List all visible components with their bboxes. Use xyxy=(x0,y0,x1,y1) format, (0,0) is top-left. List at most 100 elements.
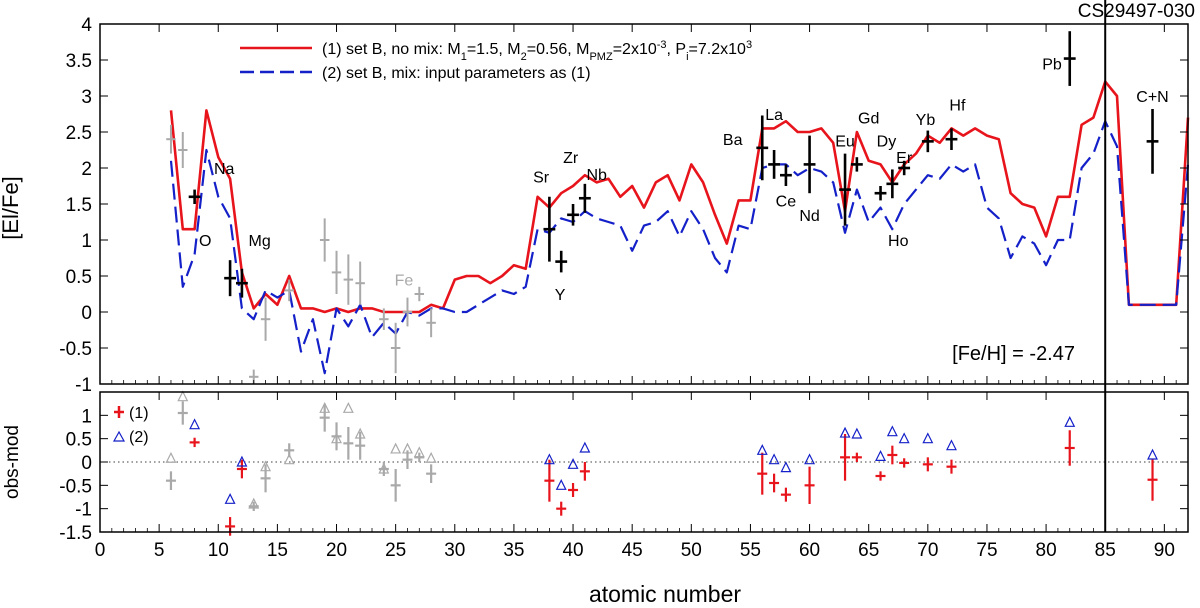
legend-1-sub-2: 2 xyxy=(521,51,527,63)
element-label: Ho xyxy=(888,233,909,250)
element-label: O xyxy=(199,233,211,250)
residual-2-triangle xyxy=(224,492,236,504)
legend-1-sup-minus3: -3 xyxy=(657,39,667,51)
top-y-tick-label: 1.5 xyxy=(66,195,92,216)
residual-2-triangle xyxy=(1064,415,1076,427)
top-y-tick-label: 0.5 xyxy=(66,267,92,288)
residual-2-triangle xyxy=(1147,448,1158,460)
top-legend: (1) set B, no mix: M1=1.5, M2=0.56, MPMZ… xyxy=(240,39,752,82)
residual-2-triangle xyxy=(378,462,390,474)
residuals-layer xyxy=(165,390,1158,536)
y-axis-title-bottom: obs-mod xyxy=(2,425,23,499)
residual-2-triangle xyxy=(260,460,272,472)
model-series-2-line xyxy=(169,120,1190,375)
top-y-tick-label: 2.5 xyxy=(66,123,92,144)
element-label: Sr xyxy=(533,170,550,187)
bottom-y-tick-label: 0 xyxy=(81,453,92,474)
residual-2-triangle xyxy=(236,455,248,467)
residual-2-triangle xyxy=(875,450,886,461)
y-axis-title-top: [El/Fe] xyxy=(0,176,23,240)
x-tick-label: 45 xyxy=(622,540,643,561)
bottom-y-tick-label: -0.5 xyxy=(59,476,92,497)
legend-1-pi-tail: , P xyxy=(667,41,687,58)
residual-2-triangle xyxy=(342,401,354,413)
x-tick-label: 40 xyxy=(562,540,583,561)
legend-1-pmz-tail: =2x10 xyxy=(613,41,657,58)
bottom-y-tick-label: -1 xyxy=(75,500,92,521)
legend-1-m1-tail: =1.5, M xyxy=(467,41,521,58)
x-tick-label: 25 xyxy=(385,540,406,561)
residual-2-triangle xyxy=(839,426,851,438)
x-tick-label: 10 xyxy=(208,540,229,561)
residual-2-triangle xyxy=(331,432,342,444)
bottom-legend: (1) (2) xyxy=(112,405,149,446)
residual-2-triangle xyxy=(189,418,201,430)
residual-2-triangle xyxy=(319,401,331,413)
x-tick-label: 60 xyxy=(799,540,820,561)
x-tick-label: 15 xyxy=(267,540,288,561)
x-tick-label: 50 xyxy=(681,540,702,561)
residual-2-triangle xyxy=(402,442,413,454)
top-y-tick-label: 4 xyxy=(81,15,92,36)
element-label: La xyxy=(765,107,783,124)
residual-2-triangle xyxy=(354,427,366,439)
element-label: Ce xyxy=(776,193,797,210)
residual-2-triangle xyxy=(543,453,555,465)
residual-2-triangle xyxy=(768,453,780,465)
model-series-1-line xyxy=(169,80,1190,314)
bottom-legend-label-2: (2) xyxy=(129,429,149,446)
x-tick-label: 65 xyxy=(858,540,879,561)
x-tick-label: 70 xyxy=(917,540,938,561)
x-tick-label: 80 xyxy=(1036,540,1057,561)
metallicity-label: [Fe/H] = -2.47 xyxy=(952,343,1075,365)
element-label: C+N xyxy=(1136,89,1168,106)
top-y-tick-label: 2 xyxy=(81,159,92,180)
element-label: Nb xyxy=(586,167,607,184)
top-y-tick-label: 1 xyxy=(81,231,92,252)
bottom-y-tick-label: -1.5 xyxy=(59,523,92,544)
residual-2-triangle xyxy=(804,453,816,465)
legend-1-sub-1: 1 xyxy=(461,51,467,63)
residual-2-triangle xyxy=(413,446,425,458)
residual-2-triangle xyxy=(165,451,177,463)
model-series-layer xyxy=(169,80,1190,375)
residual-2-triangle xyxy=(946,439,957,451)
x-tick-label: 90 xyxy=(1154,540,1175,561)
residual-2-triangle xyxy=(886,425,898,437)
element-label: Ba xyxy=(723,132,743,149)
residual-2-triangle xyxy=(555,478,567,490)
legend-1-sub-i: i xyxy=(686,51,688,63)
legend-1-m2-tail: =0.56, M xyxy=(527,41,590,58)
top-y-tick-label: 0 xyxy=(81,303,92,324)
element-label: Pb xyxy=(1042,57,1062,74)
x-tick-label: 85 xyxy=(1095,540,1116,561)
legend-1-sub-pmz: PMZ xyxy=(589,51,613,63)
element-label: Eu xyxy=(835,134,855,151)
legend-1-pi-value: =7.2x10 xyxy=(689,41,746,58)
bottom-legend-triangle xyxy=(112,430,126,442)
top-y-tick-label: -0.5 xyxy=(59,339,92,360)
residual-2-triangle xyxy=(177,390,189,402)
x-tick-label: 55 xyxy=(740,540,761,561)
legend-1-prefix: (1) set B, no mix: M xyxy=(322,41,461,58)
top-y-tick-label: 3 xyxy=(81,87,92,108)
x-tick-label: 0 xyxy=(95,540,106,561)
element-label: Fe xyxy=(395,273,414,290)
bottom-legend-label-1: (1) xyxy=(129,405,149,422)
x-tick-label: 20 xyxy=(326,540,347,561)
residual-2-triangle xyxy=(851,427,863,439)
element-label: Yb xyxy=(916,112,936,129)
element-label: Zr xyxy=(563,150,579,167)
x-tick-label: 75 xyxy=(976,540,997,561)
bottom-y-tick-label: 0.5 xyxy=(66,430,92,451)
x-tick-label: 30 xyxy=(444,540,465,561)
residual-2-triangle xyxy=(248,497,260,509)
top-y-tick-label: -1 xyxy=(75,375,92,396)
element-label: Dy xyxy=(877,134,897,151)
chart-title: CS29497-030 xyxy=(1078,1,1195,22)
residual-2-triangle xyxy=(567,457,579,469)
element-label: Na xyxy=(214,161,235,178)
element-label: Mg xyxy=(249,233,271,250)
residual-2-triangle xyxy=(898,432,910,444)
